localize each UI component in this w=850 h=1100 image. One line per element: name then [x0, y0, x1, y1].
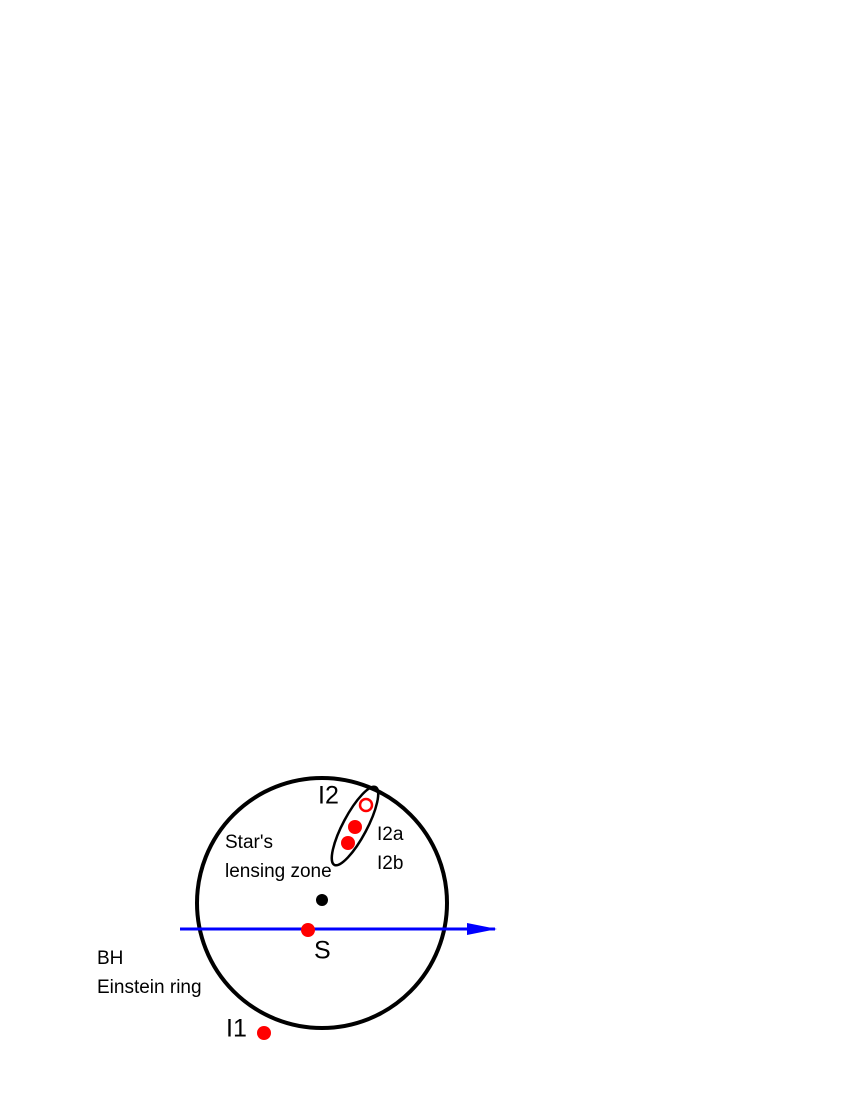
image-i1 [257, 1026, 271, 1040]
source-dot [301, 923, 315, 937]
label-star-zone: lensing zone [225, 861, 332, 882]
label-star-zone: Star's [225, 832, 273, 853]
star-lensing-zone [330, 785, 380, 867]
black-hole [316, 894, 328, 906]
einstein-ring [195, 776, 449, 1030]
label-i1: I1 [226, 1015, 247, 1043]
label-i2: I2 [318, 782, 339, 810]
label-bh: BH [97, 948, 123, 969]
label-s: S [314, 937, 331, 965]
image-i2b [341, 836, 355, 850]
star-position [358, 797, 374, 813]
image-i2a [348, 820, 362, 834]
label-bh: Einstein ring [97, 977, 202, 998]
label-i2b: I2b [377, 853, 403, 874]
label-i2a: I2a [377, 824, 404, 845]
